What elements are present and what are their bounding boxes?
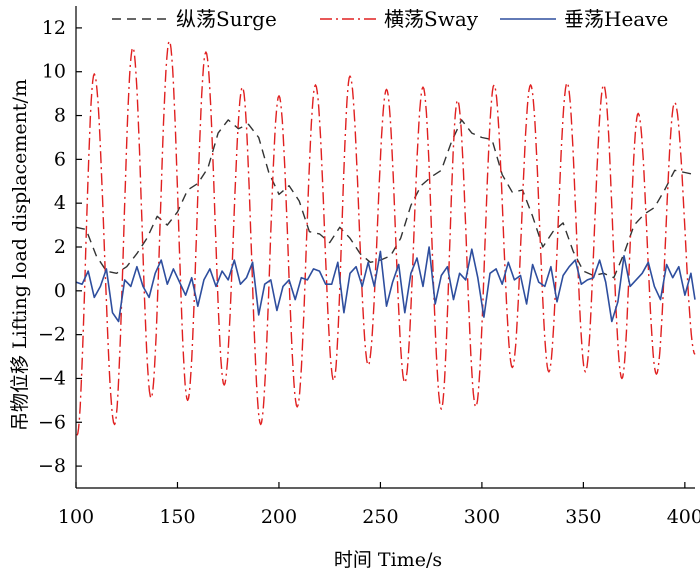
- series-layer: [75, 40, 696, 436]
- legend-label-2: 横荡Sway: [384, 7, 479, 31]
- y-axis-title: 吊物位移 Lifting load displacement/m: [9, 79, 31, 431]
- series-line-1: [75, 119, 696, 279]
- y-tick-label-5: 2: [54, 236, 66, 258]
- x-axis-title: 时间 Time/s: [334, 549, 442, 571]
- y-tick-label-4: 4: [54, 192, 66, 214]
- y-tick-label-0: 12: [42, 17, 66, 39]
- y-tick-label-9: −6: [38, 411, 66, 433]
- y-tick-label-3: 6: [54, 148, 66, 170]
- y-tick-label-8: −4: [38, 367, 66, 389]
- legend: 纵荡Surge 横荡Sway 垂荡Heave: [112, 7, 668, 31]
- legend-label-1: 纵荡Surge: [176, 7, 277, 31]
- x-tick-label-350: 350: [565, 506, 601, 528]
- x-tick-label-150: 150: [159, 506, 195, 528]
- y-tick-label-10: −8: [38, 455, 66, 477]
- y-tick-label-1: 10: [42, 61, 66, 83]
- x-tick-label-200: 200: [261, 506, 297, 528]
- y-tick-label-7: −2: [38, 324, 66, 346]
- series-line-2: [76, 40, 696, 436]
- tick-labels: 100 150 200 250 300 350 400 12 10 8 6 4 2 0 −2 −4 −6 −8: [38, 17, 700, 528]
- y-tick-label-2: 8: [54, 105, 66, 127]
- y-tick-label-6: 0: [54, 280, 66, 302]
- x-tick-label-250: 250: [362, 506, 398, 528]
- series-line-3: [75, 246, 696, 323]
- x-tick-label-100: 100: [58, 506, 94, 528]
- x-tick-label-400: 400: [667, 506, 700, 528]
- x-tick-label-300: 300: [464, 506, 500, 528]
- axes: [75, 6, 695, 489]
- legend-label-3: 垂荡Heave: [564, 7, 668, 31]
